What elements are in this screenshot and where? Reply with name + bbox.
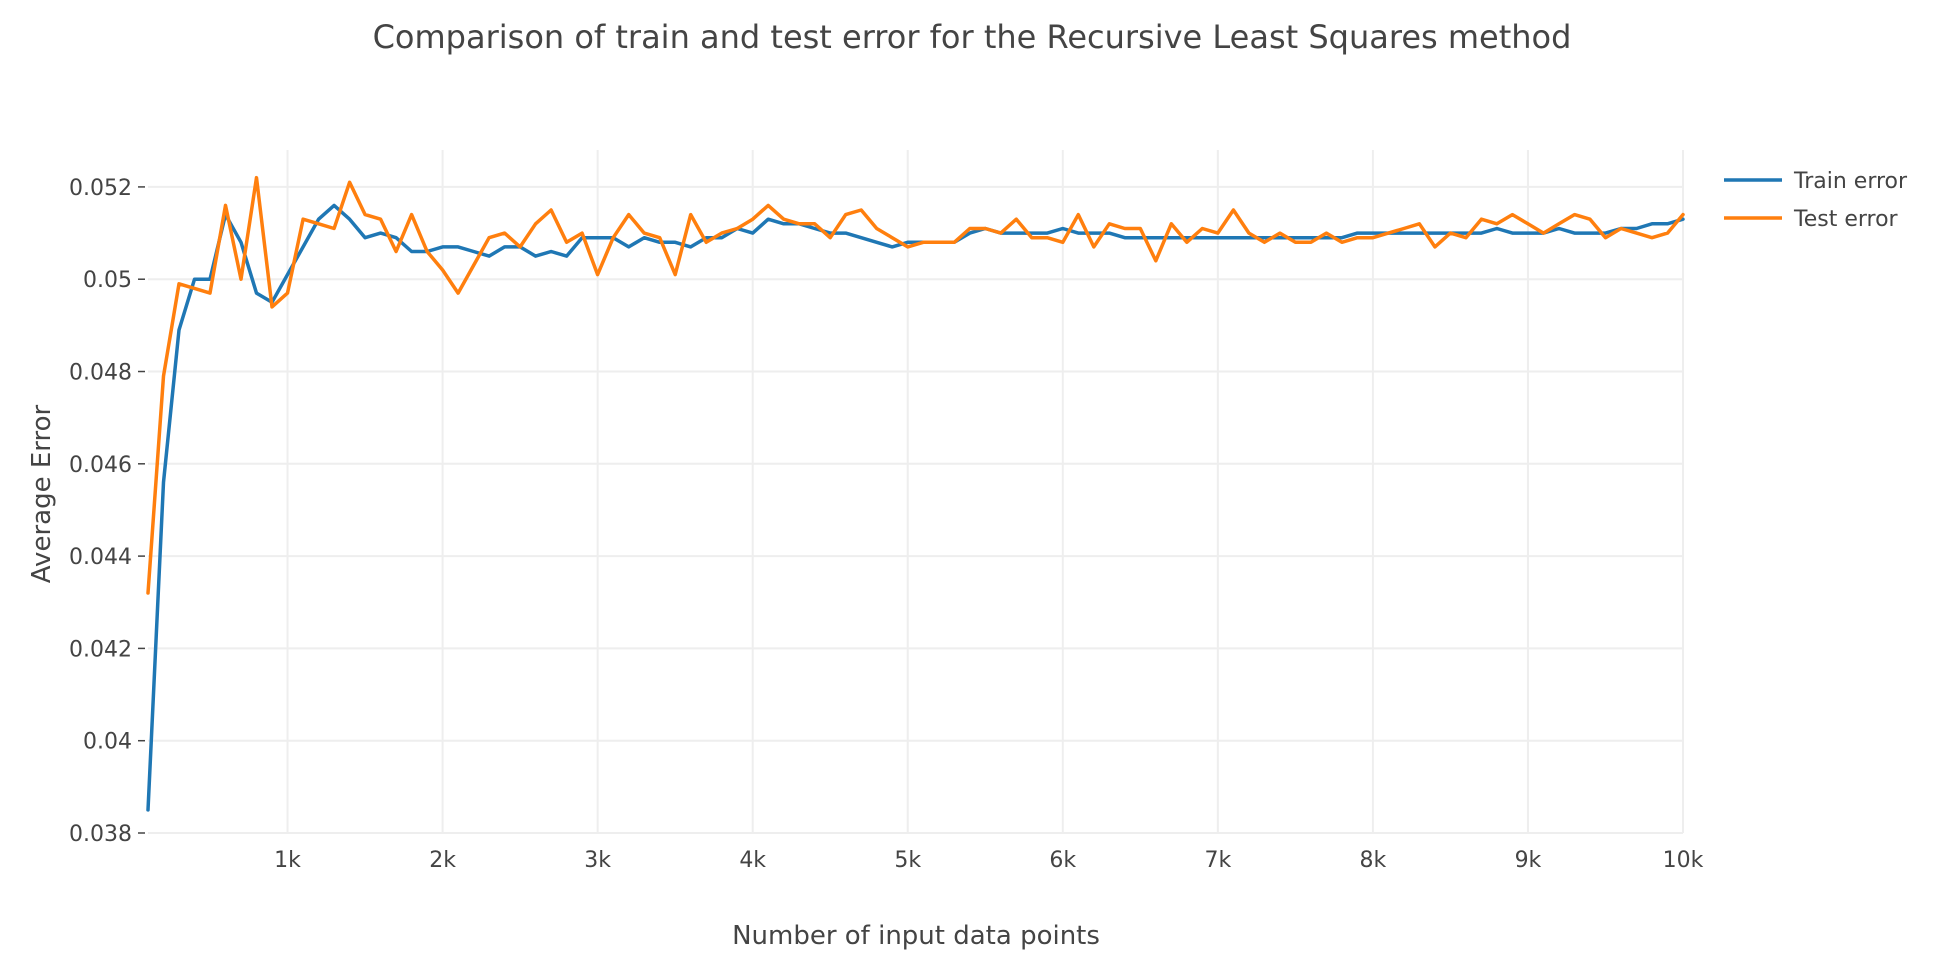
x-tick-label: 7k xyxy=(1204,848,1231,873)
y-tick-label: 0.05 xyxy=(83,268,132,293)
y-tick-label: 0.048 xyxy=(69,361,132,386)
x-axis-title: Number of input data points xyxy=(732,921,1100,951)
y-axis-title: Average Error xyxy=(27,404,57,583)
x-tick-label: 6k xyxy=(1049,848,1076,873)
legend-label: Test error xyxy=(1793,207,1899,232)
x-tick-label: 5k xyxy=(894,848,921,873)
series-line-train-error[interactable] xyxy=(146,203,1685,812)
y-axis: 0.038 0.04 0.042 0.044 0.046 0.048 0.05 0.052 xyxy=(69,176,145,847)
y-tick-label: 0.044 xyxy=(69,545,132,570)
x-tick-label: 4k xyxy=(739,848,766,873)
x-tick-label: 8k xyxy=(1360,848,1387,873)
y-tick-label: 0.038 xyxy=(69,822,132,847)
legend[interactable]: Train error Test error xyxy=(1724,169,1908,232)
x-tick-label: 1k xyxy=(274,848,301,873)
plot-area xyxy=(146,175,1685,812)
y-tick-label: 0.042 xyxy=(69,637,132,662)
x-tick-label: 2k xyxy=(429,848,456,873)
legend-label: Train error xyxy=(1793,169,1908,194)
legend-item-test-error[interactable]: Test error xyxy=(1724,207,1899,232)
x-tick-label: 3k xyxy=(584,848,611,873)
legend-item-train-error[interactable]: Train error xyxy=(1724,169,1908,194)
chart-title: Comparison of train and test error for t… xyxy=(373,18,1572,56)
series-line-test-error[interactable] xyxy=(146,175,1685,595)
y-tick-label: 0.052 xyxy=(69,176,132,201)
x-tick-label: 10k xyxy=(1663,848,1704,873)
y-tick-label: 0.04 xyxy=(83,730,132,755)
x-tick-label: 9k xyxy=(1515,848,1542,873)
x-axis: 1k 2k 3k 4k 5k 6k 7k 8k 9k 10k xyxy=(274,848,1703,873)
y-tick-label: 0.046 xyxy=(69,453,132,478)
grid xyxy=(148,150,1684,834)
